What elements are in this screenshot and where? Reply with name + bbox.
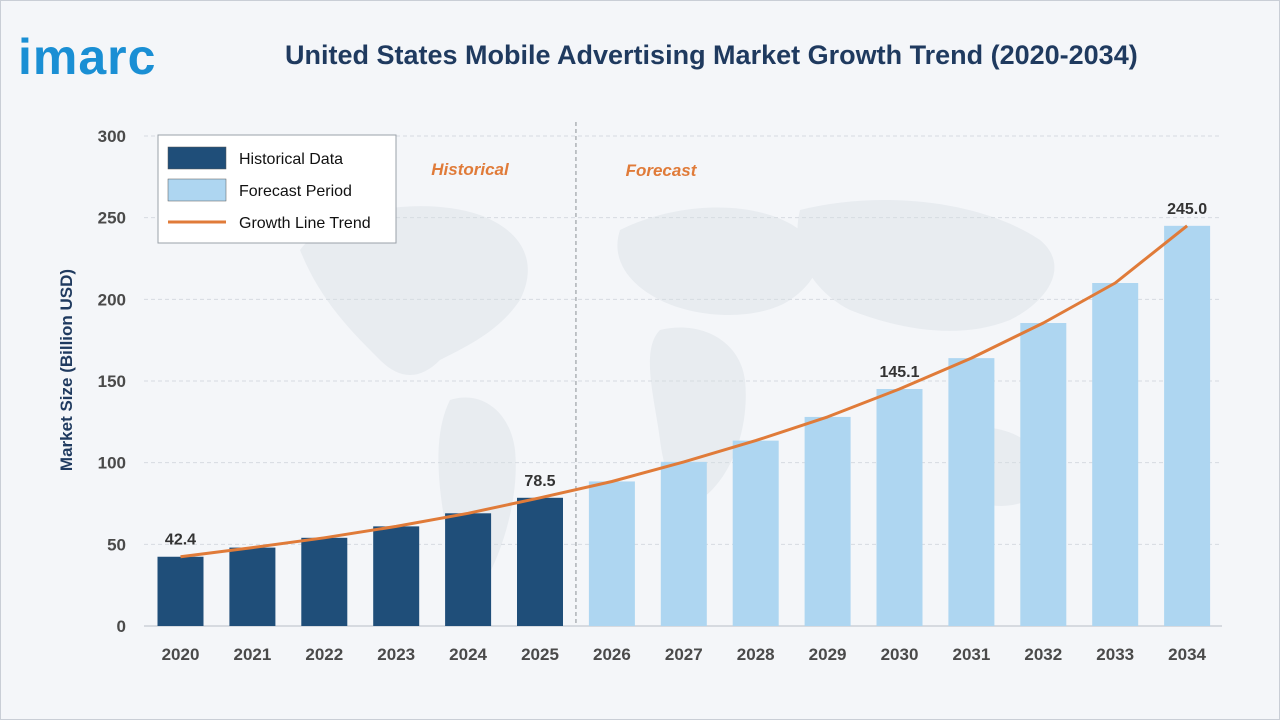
- x-tick-label: 2020: [162, 645, 200, 664]
- x-tick-label: 2022: [305, 645, 343, 664]
- data-label-2020: 42.4: [165, 532, 196, 549]
- bar-2024: [445, 513, 492, 626]
- bar-2026: [588, 481, 635, 626]
- x-tick-label: 2028: [737, 645, 775, 664]
- bar-2031: [948, 358, 995, 626]
- legend-label: Growth Line Trend: [239, 215, 371, 232]
- x-tick-label: 2034: [1168, 645, 1206, 664]
- x-tick-label: 2024: [449, 645, 487, 664]
- data-labels: 42.4 78.5 145.1 245.0: [165, 201, 1207, 549]
- world-map-shape: [617, 207, 819, 315]
- legend-label: Historical Data: [239, 151, 343, 168]
- bar-2022: [301, 537, 348, 626]
- legend: Historical Data Forecast Period Growth Lin…: [157, 134, 397, 244]
- y-tick-label: 50: [107, 535, 126, 554]
- y-tick-label: 300: [98, 127, 126, 146]
- y-tick-label: 0: [117, 617, 126, 636]
- y-tick-label: 200: [98, 290, 126, 309]
- bar-2029: [804, 416, 851, 626]
- data-label-2025: 78.5: [524, 473, 555, 490]
- y-tick-label: 250: [98, 209, 126, 228]
- world-map-watermark: [300, 200, 1055, 593]
- x-tick-label: 2027: [665, 645, 703, 664]
- bar-2028: [732, 440, 779, 626]
- x-tick-label: 2031: [952, 645, 990, 664]
- world-map-shape: [797, 200, 1055, 331]
- bar-2025: [517, 497, 563, 626]
- bar-2027: [660, 461, 707, 626]
- bar-2033: [1092, 283, 1139, 626]
- x-tick-label: 2030: [881, 645, 919, 664]
- imarc-logo: imarc: [18, 29, 157, 85]
- y-tick-label: 100: [98, 454, 126, 473]
- x-tick-label: 2032: [1024, 645, 1062, 664]
- bar-2030: [876, 389, 923, 626]
- x-tick-label: 2021: [233, 645, 271, 664]
- world-map-shape: [300, 206, 528, 375]
- x-tick-label: 2025: [521, 645, 559, 664]
- bar-2021: [229, 547, 276, 626]
- bars: [157, 225, 1211, 627]
- x-tick-label: 2029: [809, 645, 847, 664]
- annotation-historical: Historical: [431, 160, 510, 179]
- legend-swatch: [167, 178, 227, 202]
- y-axis-label: Market Size (Billion USD): [57, 269, 76, 471]
- x-tick-label: 2023: [377, 645, 415, 664]
- bar-2020: [157, 556, 204, 626]
- x-tick-label: 2026: [593, 645, 631, 664]
- bar-2034: [1164, 225, 1211, 627]
- y-axis-ticks: 0 50 100 150 200 250 300: [98, 127, 126, 636]
- y-tick-label: 150: [98, 372, 126, 391]
- legend-label: Forecast Period: [239, 183, 352, 200]
- growth-trend-line: [180, 224, 1189, 559]
- x-axis-ticks: 2020 2021 2022 2023 2024 2025 2026 2027 2028 2029…: [162, 645, 1207, 664]
- x-tick-label: 2033: [1096, 645, 1134, 664]
- bar-2023: [373, 526, 420, 626]
- legend-swatch: [167, 146, 227, 170]
- annotation-forecast: Forecast: [626, 161, 698, 180]
- chart-title: United States Mobile Advertising Market …: [285, 40, 1138, 70]
- world-map-shape: [649, 327, 746, 502]
- data-label-2034: 245.0: [1167, 201, 1207, 218]
- data-label-2030: 145.1: [879, 364, 919, 381]
- bar-2032: [1020, 323, 1067, 626]
